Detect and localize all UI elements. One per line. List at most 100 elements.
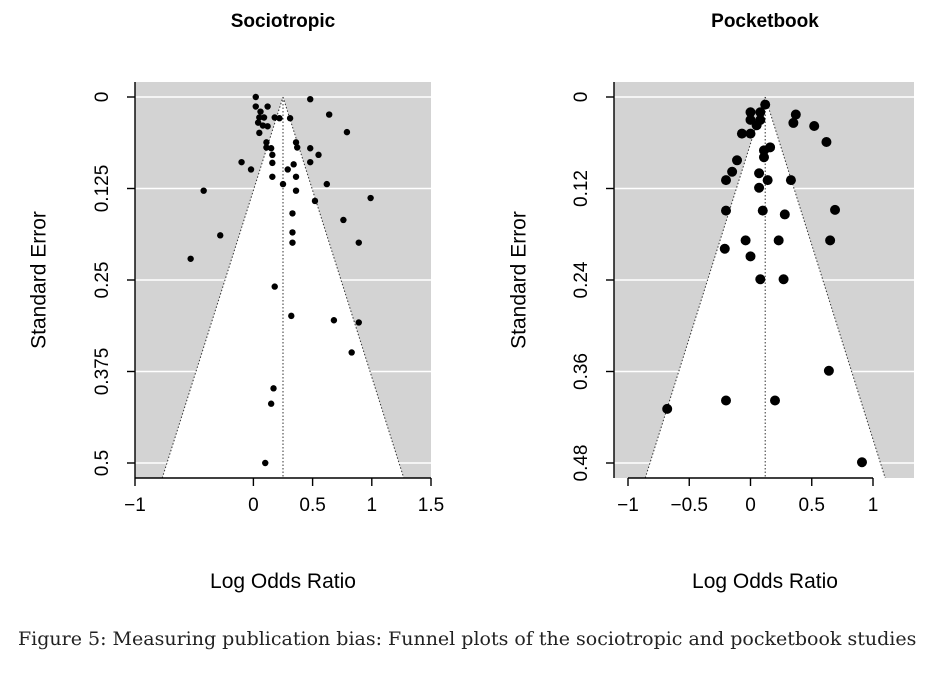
x-tick-label: 0: [248, 495, 259, 516]
x-tick-label: 1: [868, 495, 879, 516]
study-point: [355, 319, 362, 326]
study-point: [200, 187, 207, 194]
study-point: [292, 139, 300, 146]
study-point: [264, 123, 271, 130]
study-point: [809, 120, 820, 131]
study-point: [348, 349, 355, 356]
study-point: [256, 114, 263, 121]
y-tick-label: 0.25: [92, 262, 113, 299]
study-point: [745, 128, 756, 139]
study-point: [294, 144, 301, 151]
sociotropic-panel: −1 0 0.5 1 1.5 0 0.125 0.25 0.375 0.5 Sociotropic L…: [28, 11, 445, 593]
study-point: [367, 194, 374, 202]
study-point: [790, 109, 801, 120]
study-point: [823, 365, 834, 376]
study-point: [758, 152, 769, 163]
funnel-left-edge: [161, 96, 284, 479]
y-tick-label: 0.48: [571, 445, 592, 482]
y-axis-label: Standard Error: [508, 211, 531, 349]
y-tick-label: 0.12: [571, 170, 592, 207]
y-tick-label: 0.375: [92, 348, 113, 396]
study-point: [307, 95, 314, 103]
study-point: [264, 103, 271, 110]
x-tick-label: 0.5: [299, 495, 325, 516]
x-tick-label: 0.5: [799, 495, 825, 516]
study-point: [762, 175, 773, 186]
study-point: [286, 115, 294, 122]
study-point: [760, 99, 771, 110]
study-point: [284, 166, 291, 173]
study-point: [269, 159, 276, 167]
study-point: [745, 251, 756, 262]
study-point: [217, 232, 224, 239]
study-point: [238, 158, 245, 166]
panel-title: Pocketbook: [711, 11, 819, 32]
y-tick-label: 0.36: [571, 353, 592, 390]
study-point: [825, 235, 836, 246]
pocketbook-panel: −1 −0.5 0 0.5 1 0 0.12 0.24 0.36 0.48 Pocketbook Lo…: [508, 11, 914, 593]
y-axis-label: Standard Error: [28, 211, 51, 349]
x-tick-label: −0.5: [670, 495, 708, 516]
study-point: [262, 459, 269, 467]
y-tick-label: 0.24: [571, 261, 592, 298]
funnel-right-edge: [282, 96, 405, 479]
study-point: [263, 144, 270, 151]
study-point: [257, 108, 264, 115]
study-point: [270, 385, 277, 392]
x-tick-label: 1: [367, 495, 378, 516]
study-point: [288, 312, 295, 320]
study-point: [751, 120, 762, 131]
funnel-left-edge: [644, 96, 766, 479]
study-point: [754, 168, 765, 179]
study-point: [755, 274, 766, 285]
y-tick-label: 0: [92, 92, 113, 103]
study-point: [821, 136, 832, 147]
study-point: [330, 317, 338, 324]
study-point: [662, 403, 673, 414]
study-point: [736, 128, 747, 139]
study-point: [778, 274, 789, 285]
study-point: [315, 151, 322, 159]
study-point: [340, 216, 347, 224]
x-axis-label: Log Odds Ratio: [692, 570, 838, 593]
study-point: [343, 128, 351, 136]
study-point: [745, 107, 756, 118]
study-point: [269, 151, 276, 159]
study-point: [785, 175, 796, 186]
study-point: [770, 395, 780, 406]
study-point: [276, 115, 283, 122]
study-point: [271, 114, 278, 121]
study-point: [754, 182, 765, 193]
x-tick-label: 1.5: [418, 495, 444, 516]
study-point: [721, 175, 731, 186]
study-point: [732, 155, 743, 166]
y-tick-label: 0.5: [92, 450, 113, 476]
funnel-plot-figure: −1 0 0.5 1 1.5 0 0.125 0.25 0.375 0.5 Sociotropic L…: [28, 11, 914, 593]
study-point: [325, 111, 333, 118]
x-axis-label: Log Odds Ratio: [210, 570, 356, 593]
study-point: [719, 243, 730, 254]
study-point: [267, 145, 275, 152]
figure-caption: Figure 5: Measuring publication bias: Fu…: [18, 628, 917, 650]
study-point: [279, 180, 287, 188]
study-point: [247, 166, 255, 173]
x-tick-label: −1: [124, 495, 146, 516]
study-point: [289, 239, 296, 246]
study-point: [721, 205, 731, 216]
study-point: [755, 107, 766, 118]
study-point: [290, 161, 297, 168]
study-point: [252, 103, 259, 110]
study-point: [307, 158, 314, 166]
study-point: [263, 139, 270, 146]
study-point: [721, 395, 731, 406]
study-point: [260, 114, 268, 121]
study-point: [727, 166, 738, 177]
study-point: [254, 119, 262, 126]
study-point: [289, 210, 296, 217]
study-point: [292, 173, 300, 180]
study-point: [307, 145, 314, 152]
x-tick-label: −1: [617, 495, 639, 516]
study-point: [788, 117, 799, 128]
study-point: [740, 235, 751, 246]
study-point: [830, 204, 841, 215]
